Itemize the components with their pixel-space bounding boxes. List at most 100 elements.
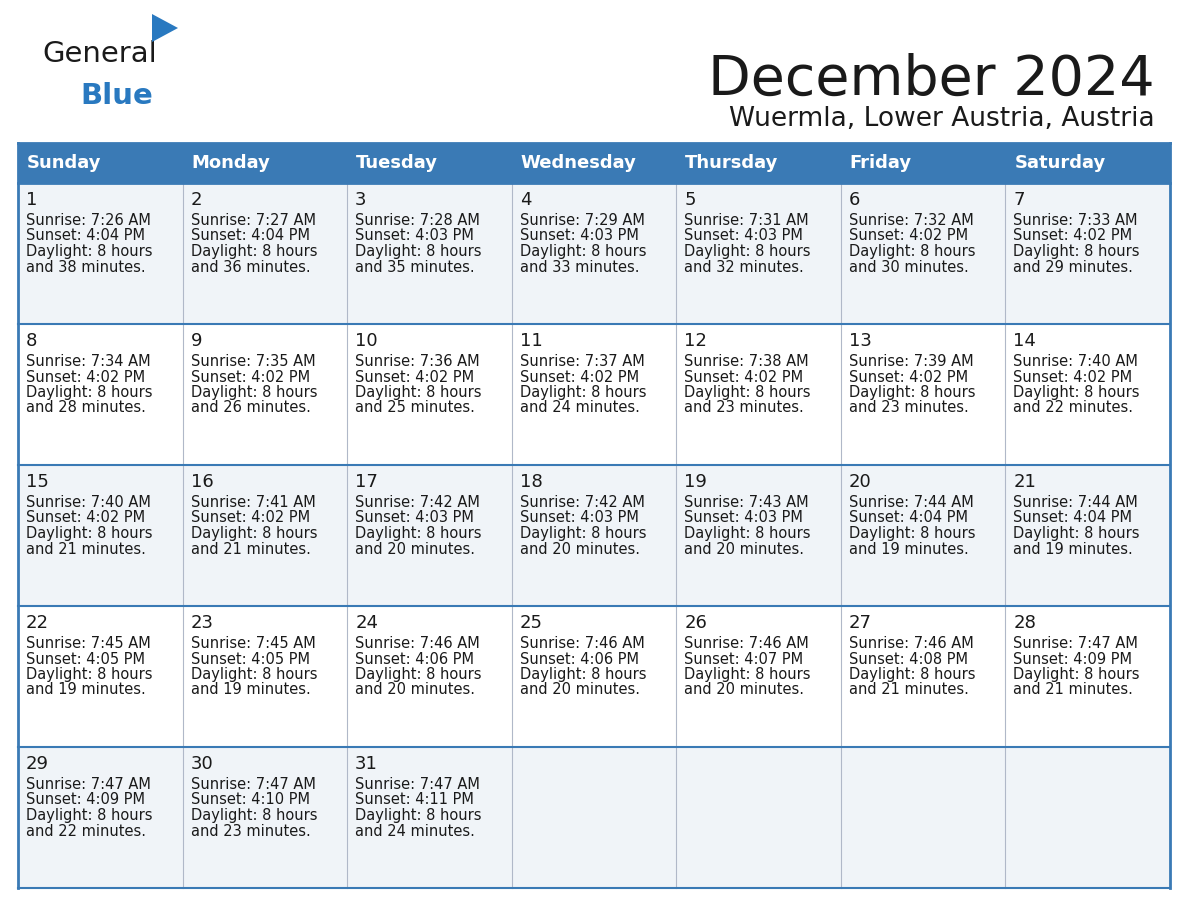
Text: Sunset: 4:11 PM: Sunset: 4:11 PM — [355, 792, 474, 808]
Text: Sunset: 4:02 PM: Sunset: 4:02 PM — [1013, 229, 1132, 243]
Text: Daylight: 8 hours: Daylight: 8 hours — [355, 244, 481, 259]
Text: Sunset: 4:04 PM: Sunset: 4:04 PM — [849, 510, 968, 525]
Text: Sunrise: 7:42 AM: Sunrise: 7:42 AM — [355, 495, 480, 510]
Text: 6: 6 — [849, 191, 860, 209]
Text: and 21 minutes.: and 21 minutes. — [190, 542, 310, 556]
Text: Sunrise: 7:27 AM: Sunrise: 7:27 AM — [190, 213, 316, 228]
Text: December 2024: December 2024 — [708, 53, 1155, 107]
Text: Sunrise: 7:47 AM: Sunrise: 7:47 AM — [26, 777, 151, 792]
Text: and 23 minutes.: and 23 minutes. — [684, 400, 804, 416]
Text: Sunrise: 7:35 AM: Sunrise: 7:35 AM — [190, 354, 315, 369]
Text: and 23 minutes.: and 23 minutes. — [849, 400, 968, 416]
Bar — [18, 143, 1170, 183]
Text: and 28 minutes.: and 28 minutes. — [26, 400, 146, 416]
Text: and 24 minutes.: and 24 minutes. — [355, 823, 475, 838]
Text: Sunrise: 7:44 AM: Sunrise: 7:44 AM — [1013, 495, 1138, 510]
Text: Sunrise: 7:47 AM: Sunrise: 7:47 AM — [355, 777, 480, 792]
Text: Sunset: 4:02 PM: Sunset: 4:02 PM — [355, 370, 474, 385]
Bar — [18, 606, 1170, 747]
Text: and 22 minutes.: and 22 minutes. — [26, 823, 146, 838]
Text: Sunrise: 7:41 AM: Sunrise: 7:41 AM — [190, 495, 315, 510]
Text: Daylight: 8 hours: Daylight: 8 hours — [355, 385, 481, 400]
Text: Daylight: 8 hours: Daylight: 8 hours — [519, 244, 646, 259]
Text: Daylight: 8 hours: Daylight: 8 hours — [26, 385, 152, 400]
Bar — [18, 324, 1170, 465]
Text: Daylight: 8 hours: Daylight: 8 hours — [849, 526, 975, 541]
Text: Daylight: 8 hours: Daylight: 8 hours — [1013, 385, 1140, 400]
Text: Sunrise: 7:26 AM: Sunrise: 7:26 AM — [26, 213, 151, 228]
Text: and 21 minutes.: and 21 minutes. — [26, 542, 146, 556]
Text: Daylight: 8 hours: Daylight: 8 hours — [190, 526, 317, 541]
Text: 30: 30 — [190, 755, 214, 773]
Text: 31: 31 — [355, 755, 378, 773]
Text: Daylight: 8 hours: Daylight: 8 hours — [190, 808, 317, 823]
Text: and 32 minutes.: and 32 minutes. — [684, 260, 804, 274]
Text: Sunset: 4:02 PM: Sunset: 4:02 PM — [849, 370, 968, 385]
Text: Sunrise: 7:39 AM: Sunrise: 7:39 AM — [849, 354, 973, 369]
Text: Sunset: 4:02 PM: Sunset: 4:02 PM — [190, 510, 310, 525]
Text: and 23 minutes.: and 23 minutes. — [190, 823, 310, 838]
Text: Thursday: Thursday — [685, 154, 778, 172]
Bar — [18, 183, 1170, 324]
Text: 3: 3 — [355, 191, 367, 209]
Text: Sunset: 4:03 PM: Sunset: 4:03 PM — [519, 229, 639, 243]
Text: and 21 minutes.: and 21 minutes. — [1013, 682, 1133, 698]
Text: 22: 22 — [26, 614, 49, 632]
Text: Sunset: 4:03 PM: Sunset: 4:03 PM — [355, 229, 474, 243]
Text: 4: 4 — [519, 191, 531, 209]
Text: 17: 17 — [355, 473, 378, 491]
Text: Daylight: 8 hours: Daylight: 8 hours — [26, 526, 152, 541]
Text: Sunrise: 7:47 AM: Sunrise: 7:47 AM — [190, 777, 316, 792]
Text: Sunrise: 7:34 AM: Sunrise: 7:34 AM — [26, 354, 151, 369]
Text: Sunrise: 7:45 AM: Sunrise: 7:45 AM — [190, 636, 315, 651]
Text: Daylight: 8 hours: Daylight: 8 hours — [849, 385, 975, 400]
Text: Friday: Friday — [849, 154, 912, 172]
Text: Blue: Blue — [80, 82, 153, 110]
Text: 26: 26 — [684, 614, 707, 632]
Text: and 20 minutes.: and 20 minutes. — [355, 682, 475, 698]
Text: Sunday: Sunday — [27, 154, 101, 172]
Text: Sunset: 4:02 PM: Sunset: 4:02 PM — [26, 510, 145, 525]
Text: Sunset: 4:03 PM: Sunset: 4:03 PM — [519, 510, 639, 525]
Text: Sunset: 4:05 PM: Sunset: 4:05 PM — [190, 652, 310, 666]
Text: 12: 12 — [684, 332, 707, 350]
Text: General: General — [42, 40, 157, 68]
Text: Sunrise: 7:29 AM: Sunrise: 7:29 AM — [519, 213, 645, 228]
Text: 2: 2 — [190, 191, 202, 209]
Text: Daylight: 8 hours: Daylight: 8 hours — [190, 667, 317, 682]
Text: Sunrise: 7:42 AM: Sunrise: 7:42 AM — [519, 495, 645, 510]
Text: 27: 27 — [849, 614, 872, 632]
Text: Sunrise: 7:45 AM: Sunrise: 7:45 AM — [26, 636, 151, 651]
Text: Daylight: 8 hours: Daylight: 8 hours — [190, 385, 317, 400]
Polygon shape — [152, 14, 178, 42]
Text: Sunrise: 7:44 AM: Sunrise: 7:44 AM — [849, 495, 974, 510]
Text: Sunset: 4:09 PM: Sunset: 4:09 PM — [1013, 652, 1132, 666]
Text: and 35 minutes.: and 35 minutes. — [355, 260, 475, 274]
Text: Sunrise: 7:32 AM: Sunrise: 7:32 AM — [849, 213, 974, 228]
Text: and 20 minutes.: and 20 minutes. — [684, 542, 804, 556]
Text: Sunset: 4:04 PM: Sunset: 4:04 PM — [26, 229, 145, 243]
Text: and 19 minutes.: and 19 minutes. — [1013, 542, 1133, 556]
Text: 25: 25 — [519, 614, 543, 632]
Text: 21: 21 — [1013, 473, 1036, 491]
Text: 1: 1 — [26, 191, 37, 209]
Text: 13: 13 — [849, 332, 872, 350]
Text: and 24 minutes.: and 24 minutes. — [519, 400, 639, 416]
Bar — [18, 465, 1170, 606]
Text: Daylight: 8 hours: Daylight: 8 hours — [519, 385, 646, 400]
Text: and 33 minutes.: and 33 minutes. — [519, 260, 639, 274]
Text: Daylight: 8 hours: Daylight: 8 hours — [355, 808, 481, 823]
Text: 14: 14 — [1013, 332, 1036, 350]
Text: 8: 8 — [26, 332, 37, 350]
Text: Sunrise: 7:40 AM: Sunrise: 7:40 AM — [1013, 354, 1138, 369]
Text: Daylight: 8 hours: Daylight: 8 hours — [355, 667, 481, 682]
Text: Sunset: 4:02 PM: Sunset: 4:02 PM — [849, 229, 968, 243]
Text: and 25 minutes.: and 25 minutes. — [355, 400, 475, 416]
Text: Monday: Monday — [191, 154, 271, 172]
Text: 5: 5 — [684, 191, 696, 209]
Text: and 30 minutes.: and 30 minutes. — [849, 260, 968, 274]
Text: 10: 10 — [355, 332, 378, 350]
Text: Sunset: 4:05 PM: Sunset: 4:05 PM — [26, 652, 145, 666]
Text: and 21 minutes.: and 21 minutes. — [849, 682, 968, 698]
Text: Daylight: 8 hours: Daylight: 8 hours — [684, 526, 810, 541]
